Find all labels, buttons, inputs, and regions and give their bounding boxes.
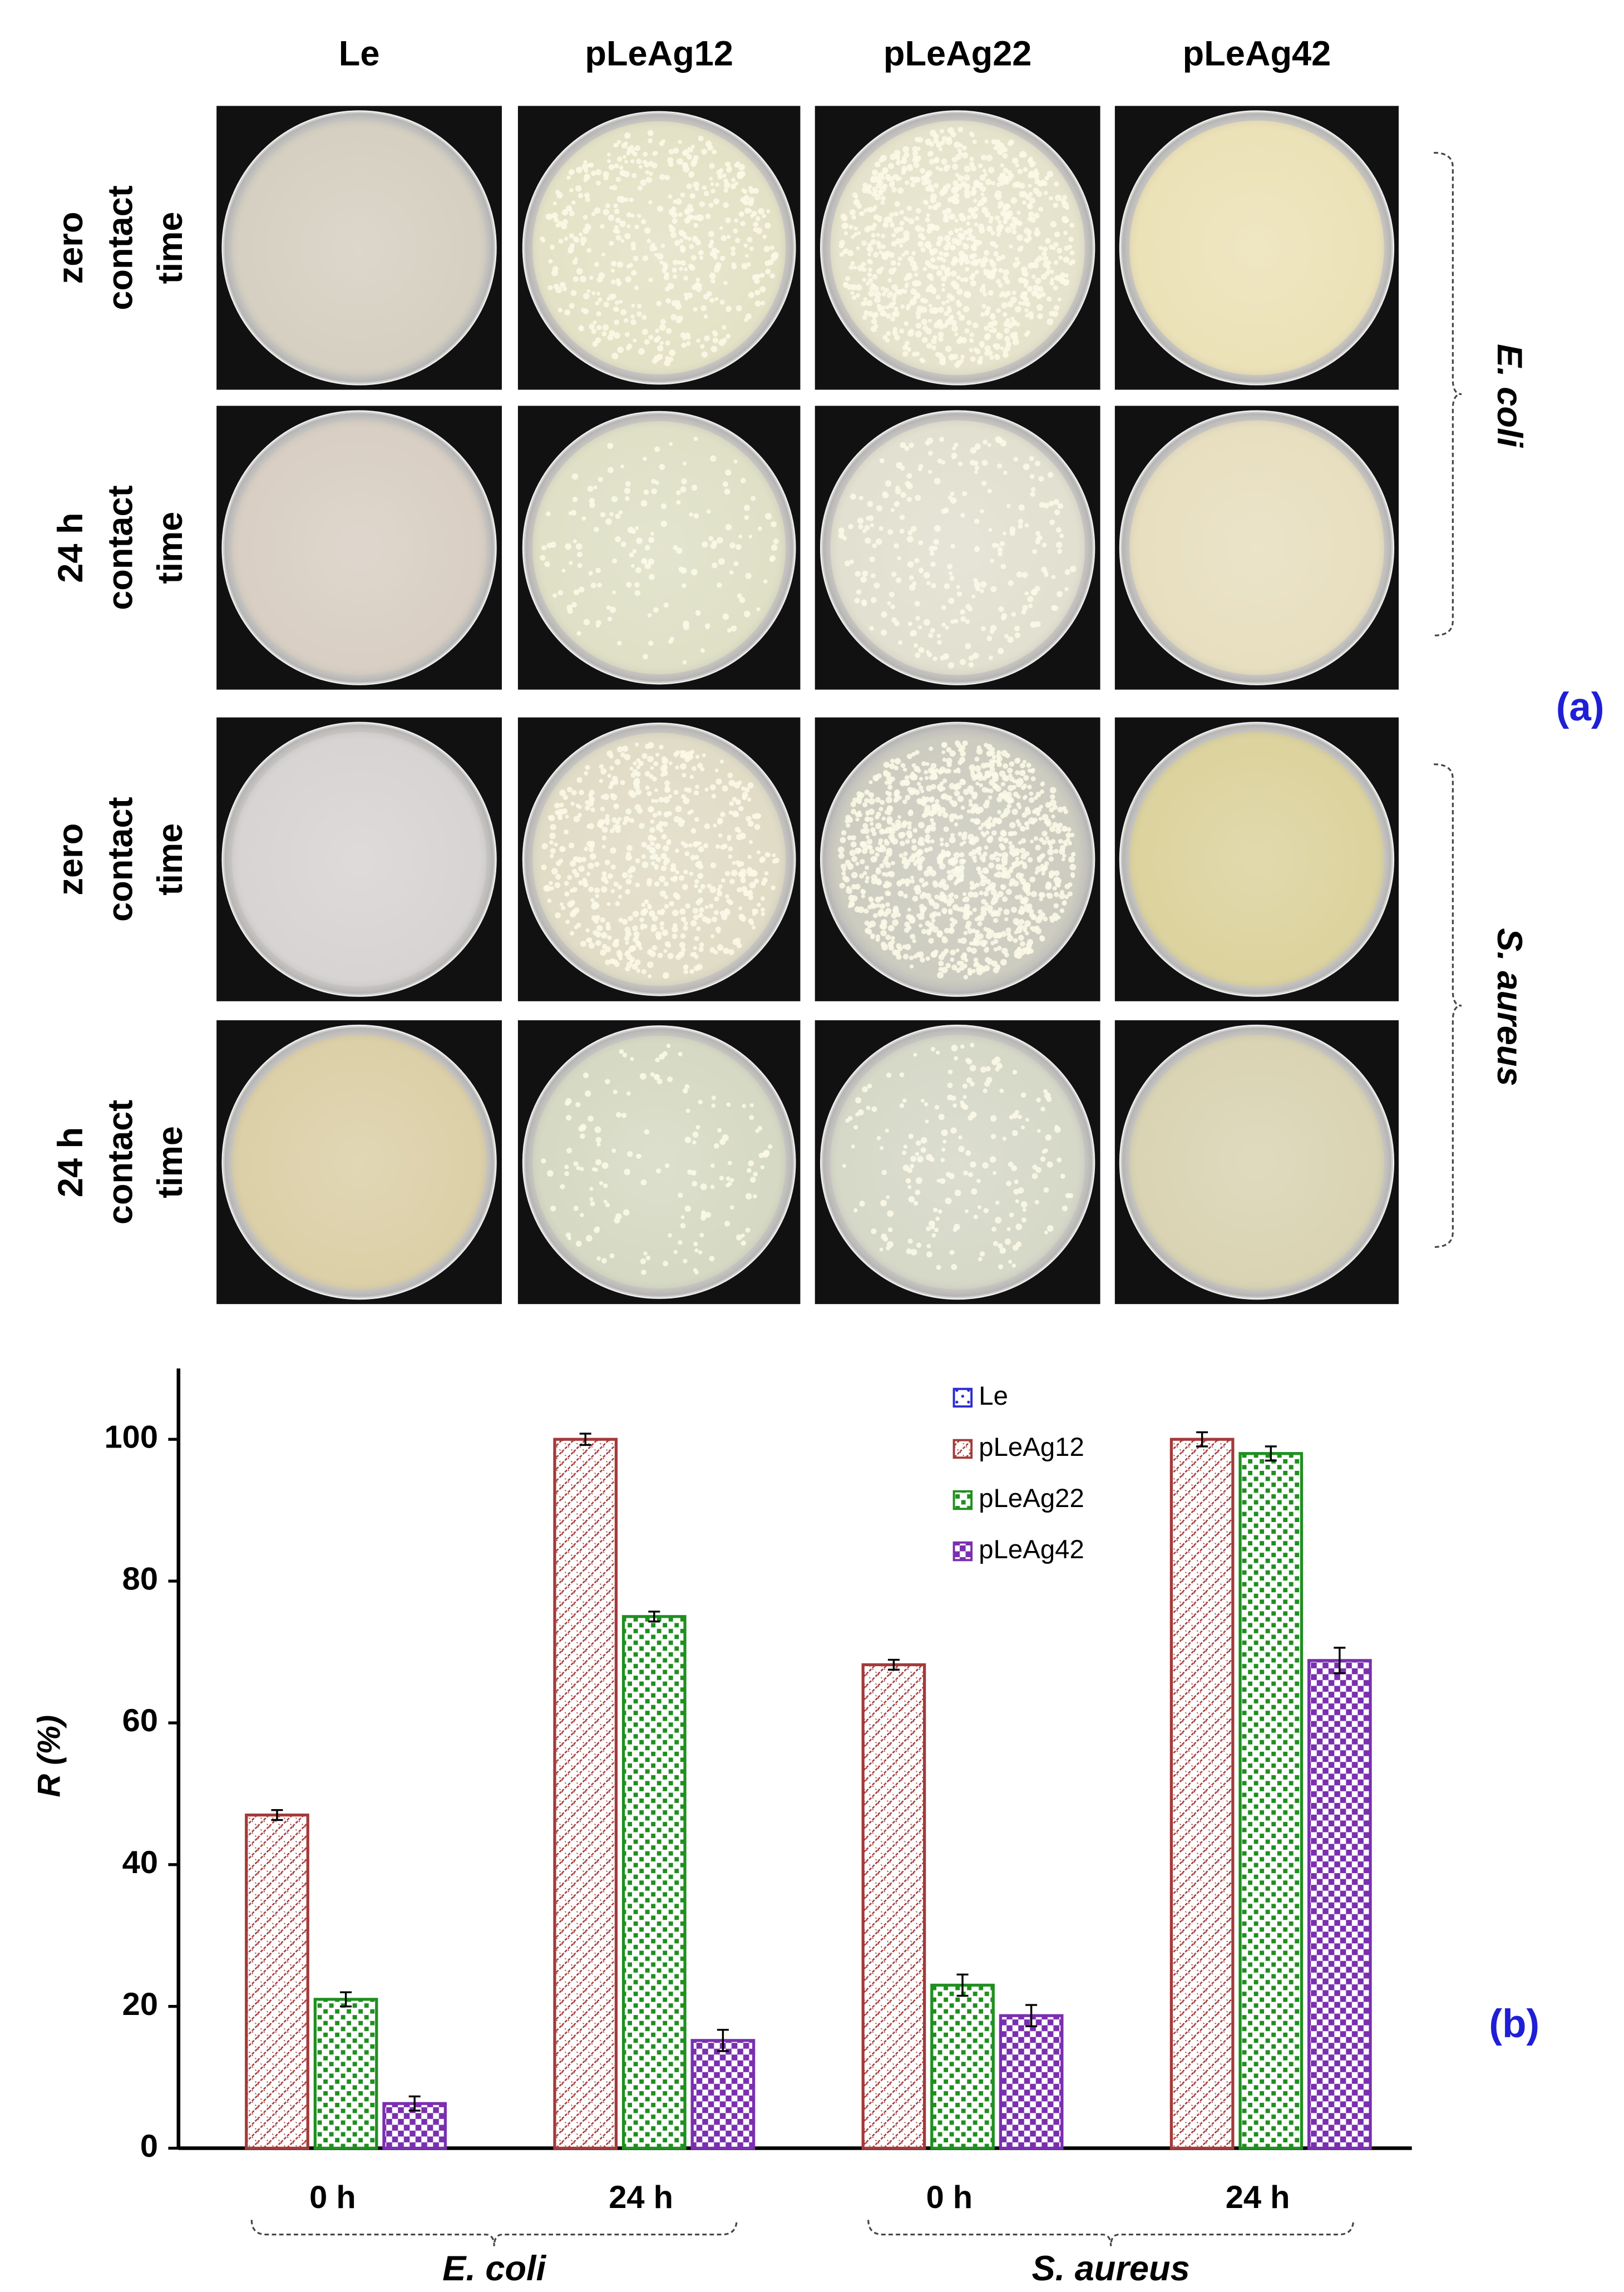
y-tick-label: 60 <box>122 1703 158 1738</box>
dish-shade <box>1120 723 1393 996</box>
bar-chart: 0 20 40 60 80 100 0 h 24 h 0 h 24 h E. coli S. aure… <box>104 1368 1412 2288</box>
legend-label: Le <box>979 1381 1008 1411</box>
x-tick-label: 24 h <box>1226 2180 1290 2215</box>
legend-swatch <box>952 1490 973 1510</box>
bar <box>999 2014 1064 2150</box>
bar <box>313 1998 378 2150</box>
dish-shade <box>1120 412 1393 684</box>
error-bar <box>1334 1647 1346 1674</box>
error-bar <box>408 2095 421 2112</box>
y-tick-label: 100 <box>104 1420 158 1455</box>
error-bar <box>1265 1445 1277 1462</box>
dish-shade <box>821 111 1094 384</box>
bar <box>1238 1452 1304 2150</box>
y-tick-label: 40 <box>122 1845 158 1880</box>
bar <box>1169 1438 1235 2150</box>
photo-grid: Le pLeAg12 pLeAg22 pLeAg42 zero contact time 24… <box>51 34 1399 1305</box>
bar <box>861 1663 926 2150</box>
error-bar <box>340 1991 352 2008</box>
column-label: pLeAg22 <box>883 34 1032 73</box>
error-bar <box>1025 2004 1038 2028</box>
panel-label: (b) <box>1489 2002 1539 2046</box>
row-label: contact <box>101 485 140 610</box>
error-bar <box>579 1432 591 1446</box>
error-bar <box>271 1809 283 1821</box>
dish-shade <box>821 1026 1094 1298</box>
dish-shade <box>223 111 496 384</box>
dish-shade <box>524 1026 794 1298</box>
group-label: S. aureus <box>1032 2249 1190 2288</box>
dish-shade <box>223 1026 496 1298</box>
row-label: contact <box>101 185 140 310</box>
organism-label: S. aureus <box>1490 928 1529 1086</box>
dish-shade <box>223 723 496 996</box>
error-bar <box>1196 1431 1208 1448</box>
bar <box>621 1615 687 2150</box>
bar <box>245 1813 309 2150</box>
x-tick-label: 24 h <box>609 2180 673 2215</box>
y-tick-label: 20 <box>122 1987 158 2022</box>
row-label: time <box>151 512 190 584</box>
legend-label: pLeAg42 <box>979 1535 1084 1564</box>
error-bar <box>648 1611 660 1623</box>
x-tick-label: 0 h <box>309 2180 356 2215</box>
column-label: pLeAg42 <box>1183 34 1331 73</box>
dish-shade <box>821 412 1094 684</box>
error-bar <box>956 1973 969 1997</box>
dish-shade <box>821 723 1094 996</box>
brace <box>1434 763 1462 1248</box>
row-label: contact <box>101 1100 140 1224</box>
brace <box>867 2220 1355 2246</box>
dish-shade <box>1120 1026 1393 1298</box>
row-label: time <box>151 212 190 284</box>
dish-shade <box>223 412 496 684</box>
y-tick-label: 0 <box>140 2128 158 2164</box>
brace <box>1434 151 1462 636</box>
row-label: zero <box>51 823 90 896</box>
row-label: time <box>151 1126 190 1198</box>
legend-swatch <box>952 1439 973 1459</box>
bar <box>1307 1659 1372 2150</box>
row-label: time <box>151 823 190 896</box>
x-tick-label: 0 h <box>926 2180 973 2215</box>
group-label: E. coli <box>442 2249 546 2288</box>
row-label: 24 h <box>51 512 90 582</box>
dish-shade <box>524 724 794 995</box>
error-bar <box>887 1658 900 1671</box>
bar <box>553 1438 618 2150</box>
organism-label: E. coli <box>1490 344 1529 448</box>
row-label: contact <box>101 797 140 921</box>
y-axis-label: R (%) <box>31 1715 67 1797</box>
column-label: Le <box>339 34 380 73</box>
dish-shade <box>1120 111 1393 384</box>
legend-swatch <box>952 1387 973 1408</box>
bar <box>690 2039 756 2150</box>
legend-swatch <box>952 1541 973 1562</box>
bar <box>930 1983 995 2150</box>
dish-shade <box>524 112 794 383</box>
legend-label: pLeAg22 <box>979 1484 1084 1513</box>
row-label: zero <box>51 212 90 284</box>
column-label: pLeAg12 <box>585 34 733 73</box>
error-bar <box>717 2028 729 2052</box>
row-label: 24 h <box>51 1127 90 1197</box>
brace <box>250 2220 738 2246</box>
y-tick-label: 80 <box>122 1561 158 1597</box>
dish-shade <box>524 412 794 683</box>
legend-label: pLeAg12 <box>979 1432 1084 1462</box>
panel-label: (a) <box>1556 685 1605 729</box>
